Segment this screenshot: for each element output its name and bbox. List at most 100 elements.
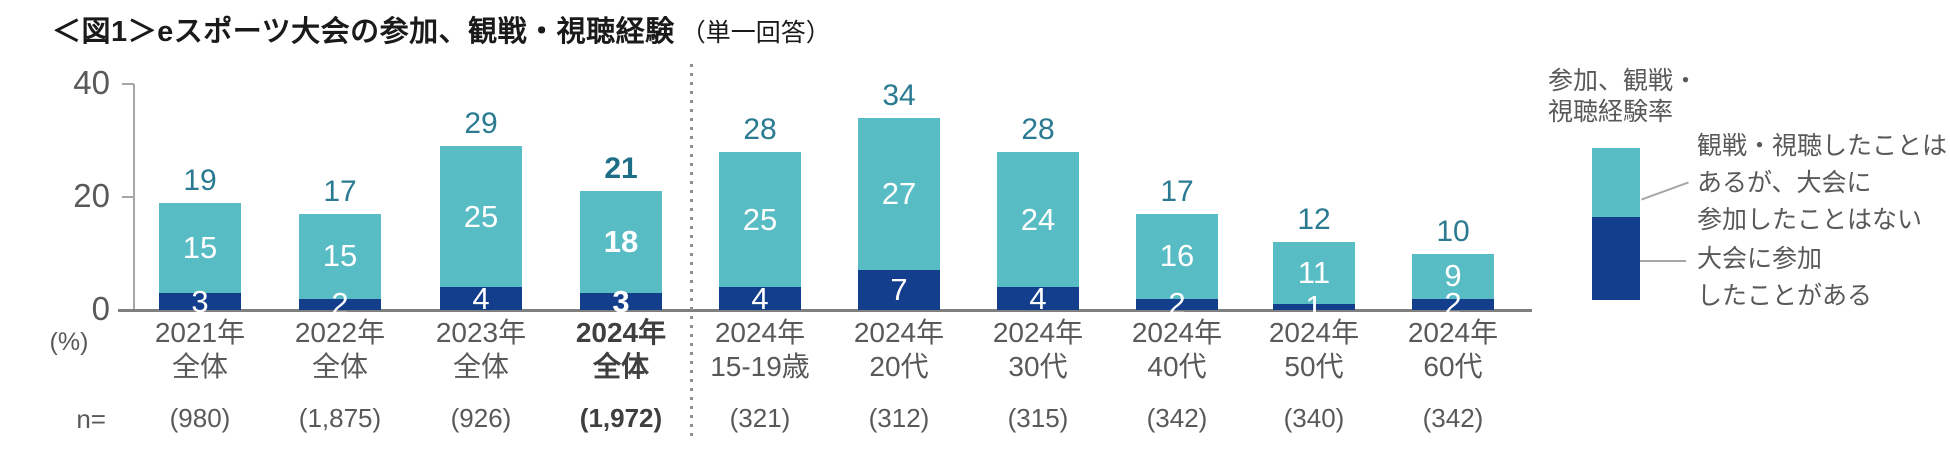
bar-segment-participated <box>440 287 522 310</box>
n-row-prefix: n= <box>76 404 106 434</box>
bar-segment-participated <box>997 287 1079 310</box>
legend-swatch-participated <box>1592 217 1640 300</box>
category-label-line2: 全体 <box>311 351 368 382</box>
category-label-line2: 20代 <box>869 351 929 382</box>
bar-total-label: 10 <box>1436 214 1470 248</box>
bar-total-label: 17 <box>323 174 357 208</box>
group-separator-dotted-line <box>690 64 693 438</box>
category-label-line1: 2024年 <box>1268 317 1360 348</box>
bar-total-label: 29 <box>464 107 498 141</box>
bar-segment-participated <box>719 287 801 310</box>
bar-value-viewed: 15 <box>322 238 358 274</box>
category-label-line1: 2021年 <box>154 317 246 348</box>
category-label-line1: 2022年 <box>294 317 386 348</box>
bar-segment-viewed <box>997 151 1079 288</box>
legend-label-viewed-line2: あるが、大会に <box>1697 169 1872 197</box>
bar-segment-viewed <box>719 151 801 288</box>
category-label-line1: 2024年 <box>853 317 945 348</box>
bar-value-viewed: 25 <box>742 201 778 237</box>
category-label-line2: 60代 <box>1423 351 1483 382</box>
category-label-line2: 50代 <box>1284 351 1344 382</box>
bar-value-viewed: 27 <box>881 176 917 212</box>
y-axis-tick-label: 20 <box>73 177 110 214</box>
category-n-value: (1,972) <box>579 403 663 433</box>
bar-value-viewed: 25 <box>463 198 499 234</box>
bar-segment-viewed <box>580 191 662 294</box>
bar-value-participated: 4 <box>751 280 769 316</box>
bar-segment-participated <box>159 293 241 310</box>
chart-title-main: ＜図1＞eスポーツ大会の参加、観戦・視聴経験 <box>52 16 675 48</box>
bar-value-viewed: 18 <box>603 224 639 260</box>
category-label-line1: 2024年 <box>1131 317 1223 348</box>
category-label-line2: 15-19歳 <box>710 351 810 382</box>
bar-segment-participated <box>1273 304 1355 310</box>
category-label-line2: 全体 <box>171 351 228 382</box>
bar-value-participated: 2 <box>331 286 349 322</box>
category-label-line2: 全体 <box>452 351 509 382</box>
legend-label-participated: 大会に参加 したことがある <box>1697 241 1872 315</box>
legend-label-viewed: 観戦・視聴したことは あるが、大会に 参加したことはない <box>1697 128 1947 239</box>
y-axis-tick-mark <box>122 196 134 198</box>
bar-segment-viewed <box>299 213 381 299</box>
category-label-line1: 2024年 <box>714 317 806 348</box>
bar-value-participated: 2 <box>1168 286 1186 322</box>
category-label-line2: 30代 <box>1008 351 1068 382</box>
category-n-value: (342) <box>1422 403 1484 433</box>
legend-header-line1: 参加、観戦・ <box>1548 67 1699 95</box>
bar-total-label: 17 <box>1160 174 1194 208</box>
bar-value-viewed: 9 <box>1444 258 1462 294</box>
category-n-value: (312) <box>868 403 930 433</box>
bar-value-participated: 4 <box>472 280 490 316</box>
bar-segment-viewed <box>1273 242 1355 305</box>
legend-label-viewed-line3: 参加したことはない <box>1697 206 1923 234</box>
bar-value-participated: 3 <box>191 283 209 319</box>
bar-value-participated: 7 <box>890 272 908 308</box>
category-label-line2: 40代 <box>1147 351 1207 382</box>
bar-total-label: 12 <box>1297 203 1331 237</box>
category-label-line2: 全体 <box>592 351 649 382</box>
bar-value-participated: 1 <box>1305 289 1323 325</box>
bar-segment-participated <box>1412 298 1494 310</box>
bar-value-participated: 2 <box>1444 286 1462 322</box>
category-n-value: (340) <box>1283 403 1345 433</box>
bar-value-viewed: 15 <box>182 229 218 265</box>
legend-label-participated-line2: したことがある <box>1697 282 1873 310</box>
bar-segment-viewed <box>1412 253 1494 299</box>
y-axis-unit-label: (%) <box>49 328 89 356</box>
category-label-line1: 2023年 <box>435 317 527 348</box>
bar-total-label: 19 <box>183 163 217 197</box>
bar-segment-participated <box>299 298 381 310</box>
y-axis-line <box>133 84 135 310</box>
bar-value-viewed: 11 <box>1297 255 1331 291</box>
category-n-value: (926) <box>450 403 512 433</box>
bar-total-label: 21 <box>604 152 638 186</box>
bar-total-label: 28 <box>1021 112 1055 146</box>
category-n-value: (1,875) <box>298 403 382 433</box>
bar-segment-viewed <box>159 202 241 294</box>
bar-segment-participated <box>1136 298 1218 310</box>
legend-label-viewed-line1: 観戦・視聴したことは <box>1697 132 1948 160</box>
y-axis-tick-label: 40 <box>73 64 110 101</box>
chart-title: ＜図1＞eスポーツ大会の参加、観戦・視聴経験 （単一回答） <box>52 8 831 50</box>
bar-value-participated: 4 <box>1029 280 1047 316</box>
legend-connector-participated <box>1640 260 1686 262</box>
bar-segment-participated <box>858 270 940 310</box>
y-axis-tick-mark <box>122 83 134 85</box>
bar-total-label: 34 <box>882 78 916 112</box>
legend-swatch-viewed <box>1592 148 1640 217</box>
bar-total-label: 28 <box>743 112 777 146</box>
legend-header: 参加、観戦・ 視聴経験率 <box>1548 66 1698 128</box>
category-n-value: (321) <box>729 403 791 433</box>
category-label-line1: 2024年 <box>992 317 1084 348</box>
chart-title-sub: （単一回答） <box>680 19 831 47</box>
category-n-value: (315) <box>1007 403 1069 433</box>
bar-value-viewed: 24 <box>1020 201 1056 237</box>
legend-header-line2: 視聴経験率 <box>1548 98 1674 126</box>
bar-segment-viewed <box>858 117 940 271</box>
category-n-value: (980) <box>169 403 231 433</box>
legend-label-participated-line1: 大会に参加 <box>1697 245 1823 273</box>
x-axis-baseline <box>118 309 1532 312</box>
bar-value-participated: 3 <box>612 283 630 319</box>
